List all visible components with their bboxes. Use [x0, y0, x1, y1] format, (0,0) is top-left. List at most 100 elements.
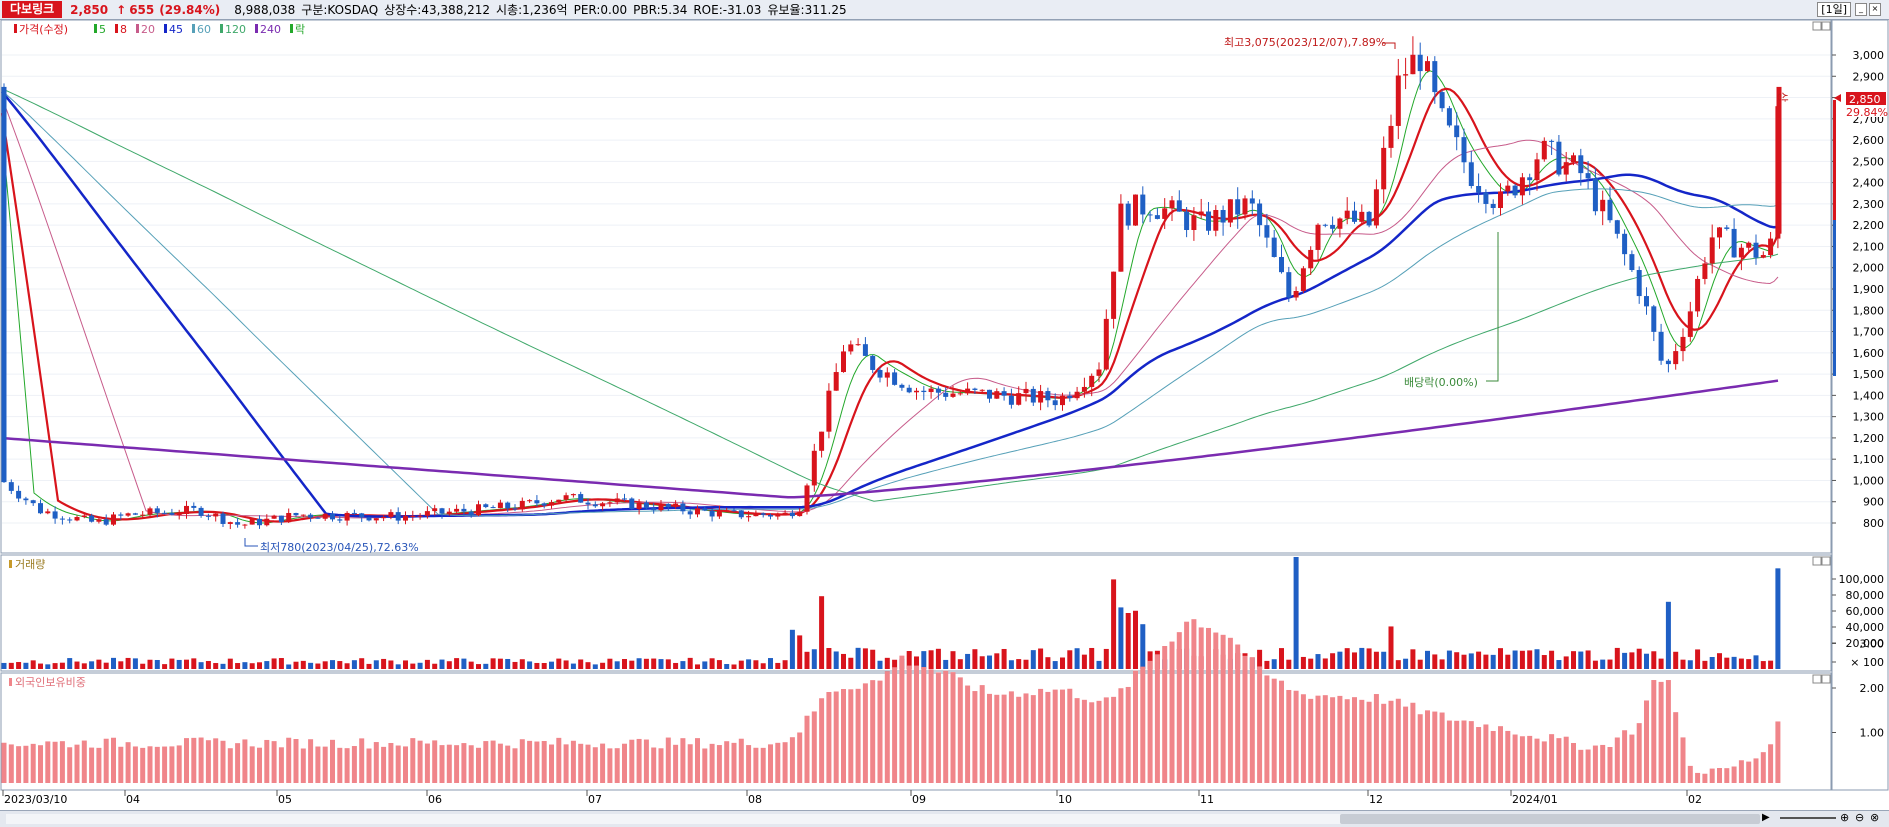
foreign-bar [344, 748, 350, 783]
foreign-bar [1074, 698, 1080, 783]
candle-body [1227, 199, 1233, 223]
volume-bar [490, 658, 496, 669]
scroll-bar[interactable]: ▶ ⊕ ⊖ ⊗ [0, 810, 1889, 827]
volume-bar [592, 664, 598, 669]
candle-body [636, 502, 642, 509]
candle-body [702, 508, 708, 511]
foreign-bar [468, 745, 474, 783]
foreign-bar [1636, 723, 1642, 783]
candle-body [1731, 228, 1737, 258]
candle-body [286, 512, 292, 523]
candle-body [351, 512, 357, 514]
volume-bar [622, 659, 627, 669]
volume-bar [1527, 650, 1533, 669]
foreign-bar [1665, 680, 1671, 783]
foreign-close-icon[interactable] [1821, 674, 1831, 684]
volume-bar [162, 664, 168, 669]
foreign-bar [213, 738, 219, 783]
change-value: 655 [129, 2, 155, 17]
candle-body [1468, 162, 1474, 187]
volume-bar [125, 657, 131, 669]
volume-bar [1695, 649, 1701, 669]
volume-close-icon[interactable] [1821, 556, 1831, 566]
volume-bar [271, 658, 277, 669]
minimize-icon[interactable]: _ [1855, 3, 1867, 16]
interval-selector[interactable]: [1일] [1817, 2, 1851, 17]
zoom-slider[interactable] [1780, 817, 1836, 819]
candle-body [1125, 203, 1131, 226]
foreign-bar [1089, 702, 1095, 783]
price-tick-label: 2,500 [1853, 155, 1885, 168]
foreign-bar [1300, 694, 1306, 783]
foreign-bar [381, 746, 387, 783]
volume-bar [191, 658, 197, 669]
volume-bar [636, 658, 642, 669]
scroll-track[interactable] [6, 814, 1758, 824]
zoom-out-icon[interactable]: ⊖ [1855, 811, 1865, 824]
panel-max-icon[interactable] [1812, 21, 1822, 31]
candle-body [673, 503, 679, 507]
volume-panel[interactable] [0, 554, 1832, 672]
date-label: 08 [748, 793, 762, 806]
foreign-bar [1454, 720, 1460, 783]
volume-max-icon[interactable] [1812, 556, 1822, 566]
foreign-bar [118, 746, 124, 783]
candle-body [191, 505, 197, 508]
volume-bar [1534, 649, 1540, 669]
foreign-bar [1432, 711, 1438, 783]
zoom-reset-icon[interactable]: ⊗ [1870, 811, 1880, 824]
foreign-bar [512, 748, 518, 783]
scroll-right-icon[interactable]: ▶ [1762, 812, 1770, 823]
volume-bar [921, 651, 927, 669]
volume-bar [366, 663, 372, 669]
panel-close-icon[interactable] [1821, 21, 1831, 31]
candle-body [490, 507, 496, 509]
candle-body [1286, 272, 1292, 298]
volume-bar [811, 649, 817, 669]
volume-bar [1680, 659, 1686, 669]
candle-body [775, 513, 781, 517]
volume-bar [556, 658, 562, 669]
foreign-bar [680, 738, 686, 783]
volume-bar [1775, 568, 1781, 669]
foreign-title-marker [9, 678, 12, 686]
zoom-in-icon[interactable]: ⊕ [1840, 811, 1850, 824]
volume-bar [600, 662, 606, 669]
stock-name[interactable]: 다보링크 [2, 1, 63, 18]
candle-body [81, 515, 87, 518]
foreign-max-icon[interactable] [1812, 674, 1822, 684]
candle-body [1198, 211, 1204, 216]
volume-bar [1293, 557, 1299, 669]
candle-body [264, 518, 270, 526]
candle-body [1541, 140, 1547, 160]
candle-body [103, 519, 109, 525]
volume-bar [965, 653, 971, 669]
foreign-bar [665, 737, 671, 783]
volume-bar [249, 663, 255, 669]
foreign-bar [410, 738, 416, 783]
candle-body [337, 519, 343, 521]
stock-chart[interactable]: 3,0002,9002,8002,7002,6002,5002,4002,300… [0, 19, 1889, 810]
volume-bar [709, 658, 715, 669]
volume-bar [643, 658, 649, 669]
legend-label: 240 [260, 23, 281, 36]
market-cap: 시총:1,236억 [496, 3, 568, 17]
candle-body [1410, 54, 1416, 75]
candle-body [1337, 218, 1343, 229]
price-tick-label: 3,000 [1853, 49, 1885, 62]
close-icon[interactable]: × [1869, 3, 1881, 16]
volume-bar [1271, 659, 1277, 669]
candle-body [242, 524, 248, 526]
foreign-bar [724, 741, 730, 783]
candle-body [278, 515, 284, 523]
volume-title: 거래량 [15, 558, 45, 571]
candle-body [23, 498, 29, 501]
trade-volume: 8,988,038 [234, 2, 296, 17]
scroll-thumb[interactable] [1340, 814, 1760, 824]
price-panel[interactable] [0, 19, 1832, 554]
volume-bar [96, 659, 102, 669]
volume-bar [1571, 651, 1576, 669]
volume-bar [38, 663, 43, 669]
foreign-bar [52, 741, 58, 783]
foreign-bar [1505, 730, 1511, 783]
